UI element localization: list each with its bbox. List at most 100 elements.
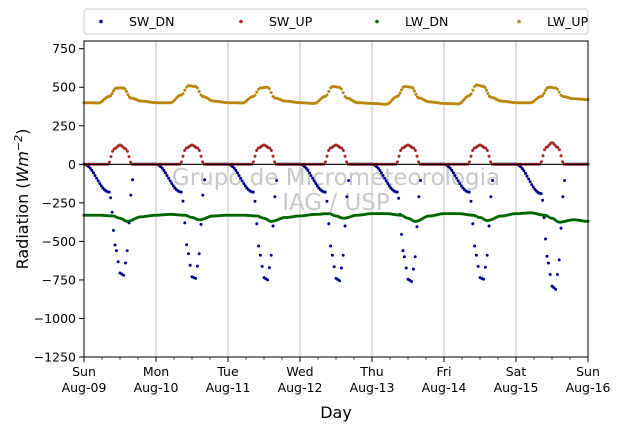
y-tick-label: −1250 [34, 350, 76, 365]
point-LW_UP [197, 90, 201, 93]
point-SW_DN [183, 221, 187, 225]
x-tick-date: Aug-12 [278, 380, 323, 395]
point-SW_DN [483, 265, 487, 269]
point-SW_DN [338, 279, 342, 283]
y-axis-label-exponent: −2 [12, 135, 25, 151]
point-SW_DN [110, 210, 114, 214]
point-SW_UP [541, 154, 545, 158]
point-SW_DN [98, 182, 102, 185]
point-SW_UP [269, 149, 273, 152]
point-SW_DN [312, 179, 316, 183]
point-SW_DN [473, 244, 477, 248]
point-SW_UP [345, 160, 349, 164]
point-SW_DN [455, 176, 459, 180]
point-SW_UP [199, 154, 203, 158]
point-SW_UP [201, 160, 205, 164]
legend-label-SW_UP: SW_UP [269, 14, 313, 29]
point-LW_UP [112, 89, 115, 93]
point-SW_UP [124, 147, 128, 151]
data-points [82, 83, 590, 291]
point-SW_DN [554, 287, 558, 291]
point-SW_DN [471, 222, 475, 226]
point-SW_DN [528, 180, 532, 184]
point-SW_UP [107, 160, 111, 164]
point-SW_UP [469, 154, 473, 158]
x-tick-date: Aug-13 [350, 380, 395, 395]
point-SW_DN [314, 182, 318, 185]
point-LW_UP [339, 87, 343, 91]
point-LW_UP [544, 88, 547, 92]
point-SW_UP [471, 149, 475, 152]
point-SW_DN [253, 199, 257, 203]
point-LW_UP [109, 94, 113, 98]
point-SW_DN [343, 224, 347, 228]
point-SW_DN [544, 237, 547, 241]
point-SW_UP [253, 154, 257, 158]
point-SW_UP [327, 149, 331, 152]
x-tick-day: Sun [576, 364, 600, 379]
legend-box [83, 8, 589, 35]
point-SW_DN [419, 179, 423, 182]
point-SW_UP [255, 149, 259, 152]
point-SW_UP [271, 154, 275, 158]
point-SW_UP [413, 149, 417, 152]
point-LW_UP [398, 91, 402, 95]
point-SW_UP [179, 160, 183, 164]
point-SW_DN [168, 179, 172, 183]
point-SW_DN [114, 249, 118, 253]
point-LW_UP [123, 87, 127, 91]
point-SW_UP [556, 145, 560, 149]
point-SW_DN [411, 267, 415, 271]
point-SW_DN [237, 174, 241, 177]
point-SW_DN [88, 166, 92, 170]
point-SW_DN [116, 260, 120, 264]
point-LW_UP [253, 93, 257, 97]
point-LW_UP [125, 90, 128, 93]
point-SW_DN [450, 169, 454, 172]
y-tick-label: 250 [52, 118, 76, 133]
point-SW_UP [109, 155, 113, 159]
point-SW_DN [527, 177, 531, 181]
point-SW_UP [273, 160, 277, 164]
vertical-gridlines [155, 41, 517, 357]
point-SW_UP [129, 160, 133, 164]
point-SW_DN [341, 253, 345, 257]
point-LW_UP [469, 92, 473, 96]
point-SW_DN [384, 179, 388, 183]
point-LW_UP [414, 92, 418, 96]
point-SW_DN [459, 184, 463, 188]
point-SW_UP [487, 154, 491, 158]
point-LW_UP [397, 94, 401, 97]
point-SW_DN [271, 224, 275, 228]
point-SW_DN [236, 171, 239, 175]
point-SW_UP [417, 160, 421, 164]
point-SW_DN [325, 199, 329, 203]
point-LW_UP [555, 87, 559, 91]
point-SW_DN [381, 174, 385, 177]
point-SW_DN [197, 252, 201, 256]
point-SW_DN [260, 264, 264, 268]
point-LW_UP [269, 91, 273, 95]
point-SW_DN [257, 244, 261, 248]
point-SW_DN [107, 190, 111, 194]
point-SW_DN [413, 255, 417, 259]
point-SW_DN [476, 264, 480, 268]
point-SW_DN [329, 244, 333, 248]
point-SW_UP [183, 149, 187, 152]
x-tick-day: Thu [359, 364, 383, 379]
point-LW_UP [181, 92, 185, 96]
x-axis-label: Day [320, 403, 352, 422]
point-SW_UP [251, 160, 255, 164]
point-SW_DN [395, 190, 399, 194]
point-SW_DN [456, 179, 460, 183]
x-tick-day: Sun [72, 364, 96, 379]
point-SW_DN [181, 199, 185, 203]
point-SW_DN [489, 195, 493, 199]
point-SW_DN [491, 179, 495, 182]
point-SW_UP [412, 146, 416, 150]
point-SW_UP [559, 154, 563, 158]
y-axis-ticks: 750 500 250 0 −250 −500 −750 −1000 −1250 [34, 41, 84, 365]
point-SW_DN [520, 167, 524, 171]
point-LW_UP [341, 91, 345, 95]
point-SW_DN [482, 277, 486, 281]
